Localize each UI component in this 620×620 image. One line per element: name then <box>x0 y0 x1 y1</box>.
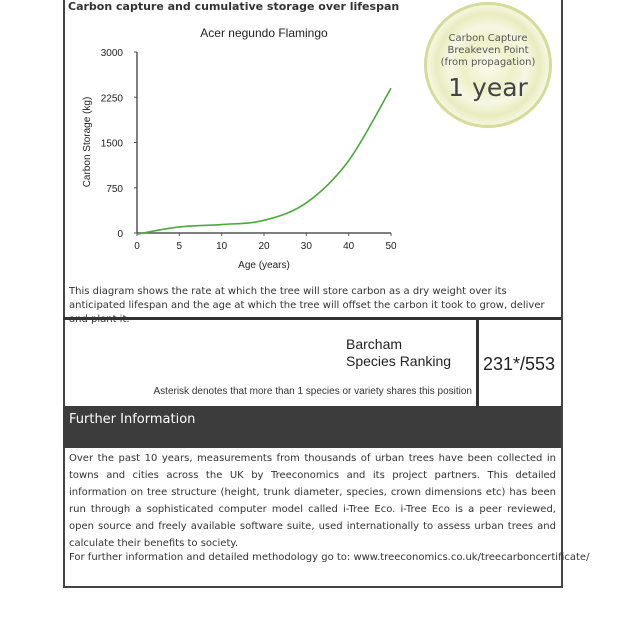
breakeven-seal: Carbon Capture Breakeven Point (from pro… <box>424 2 552 128</box>
chart-title: Acer negundo Flamingo <box>200 26 328 40</box>
breakeven-value: 1 year <box>448 73 528 102</box>
x-axis-label: Age (years) <box>238 260 290 271</box>
x-tick-label: 10 <box>216 241 228 252</box>
y-tick-label: 1500 <box>101 139 124 150</box>
y-tick-label: 2250 <box>101 93 124 104</box>
ranking-value: 231*/553 <box>483 354 556 374</box>
x-tick-label: 0 <box>134 241 140 252</box>
x-tick-label: 40 <box>343 241 355 252</box>
series-line <box>136 87 392 235</box>
section-title: Carbon capture and cumulative storage ov… <box>68 0 400 13</box>
y-axis-label: Carbon Storage (kg) <box>82 97 93 188</box>
ranking-label: Barcham Species Ranking <box>346 336 451 370</box>
ranking-label-cell: Barcham Species Ranking Asterisk denotes… <box>63 320 479 406</box>
ranking-row: Barcham Species Ranking Asterisk denotes… <box>63 317 561 409</box>
breakeven-label-3: (from propagation) <box>440 57 536 68</box>
ranking-label-line2: Species Ranking <box>346 353 452 369</box>
x-tick-label: 30 <box>301 241 313 252</box>
ranking-label-line1: Barcham <box>346 336 403 352</box>
ranking-note: Asterisk denotes that more than 1 specie… <box>153 386 473 397</box>
x-tick-label: 50 <box>385 241 397 252</box>
y-tick-label: 3000 <box>101 48 124 59</box>
further-info-header: Further Information <box>63 406 561 448</box>
further-info-title: Further Information <box>69 412 196 427</box>
y-tick-label: 750 <box>106 184 123 195</box>
certificate-frame <box>63 0 563 588</box>
x-tick-label: 20 <box>258 241 270 252</box>
breakeven-label-2: Breakeven Point <box>447 45 529 56</box>
further-info-link[interactable]: For further information and detailed met… <box>69 552 590 563</box>
further-info-body: Over the past 10 years, measurements fro… <box>69 453 556 549</box>
x-tick-label: 5 <box>177 241 183 252</box>
breakeven-label-1: Carbon Capture <box>448 33 528 44</box>
carbon-storage-chart: Acer negundo Flamingo Carbon Storage (kg… <box>82 26 397 271</box>
y-tick-label: 0 <box>117 229 123 240</box>
